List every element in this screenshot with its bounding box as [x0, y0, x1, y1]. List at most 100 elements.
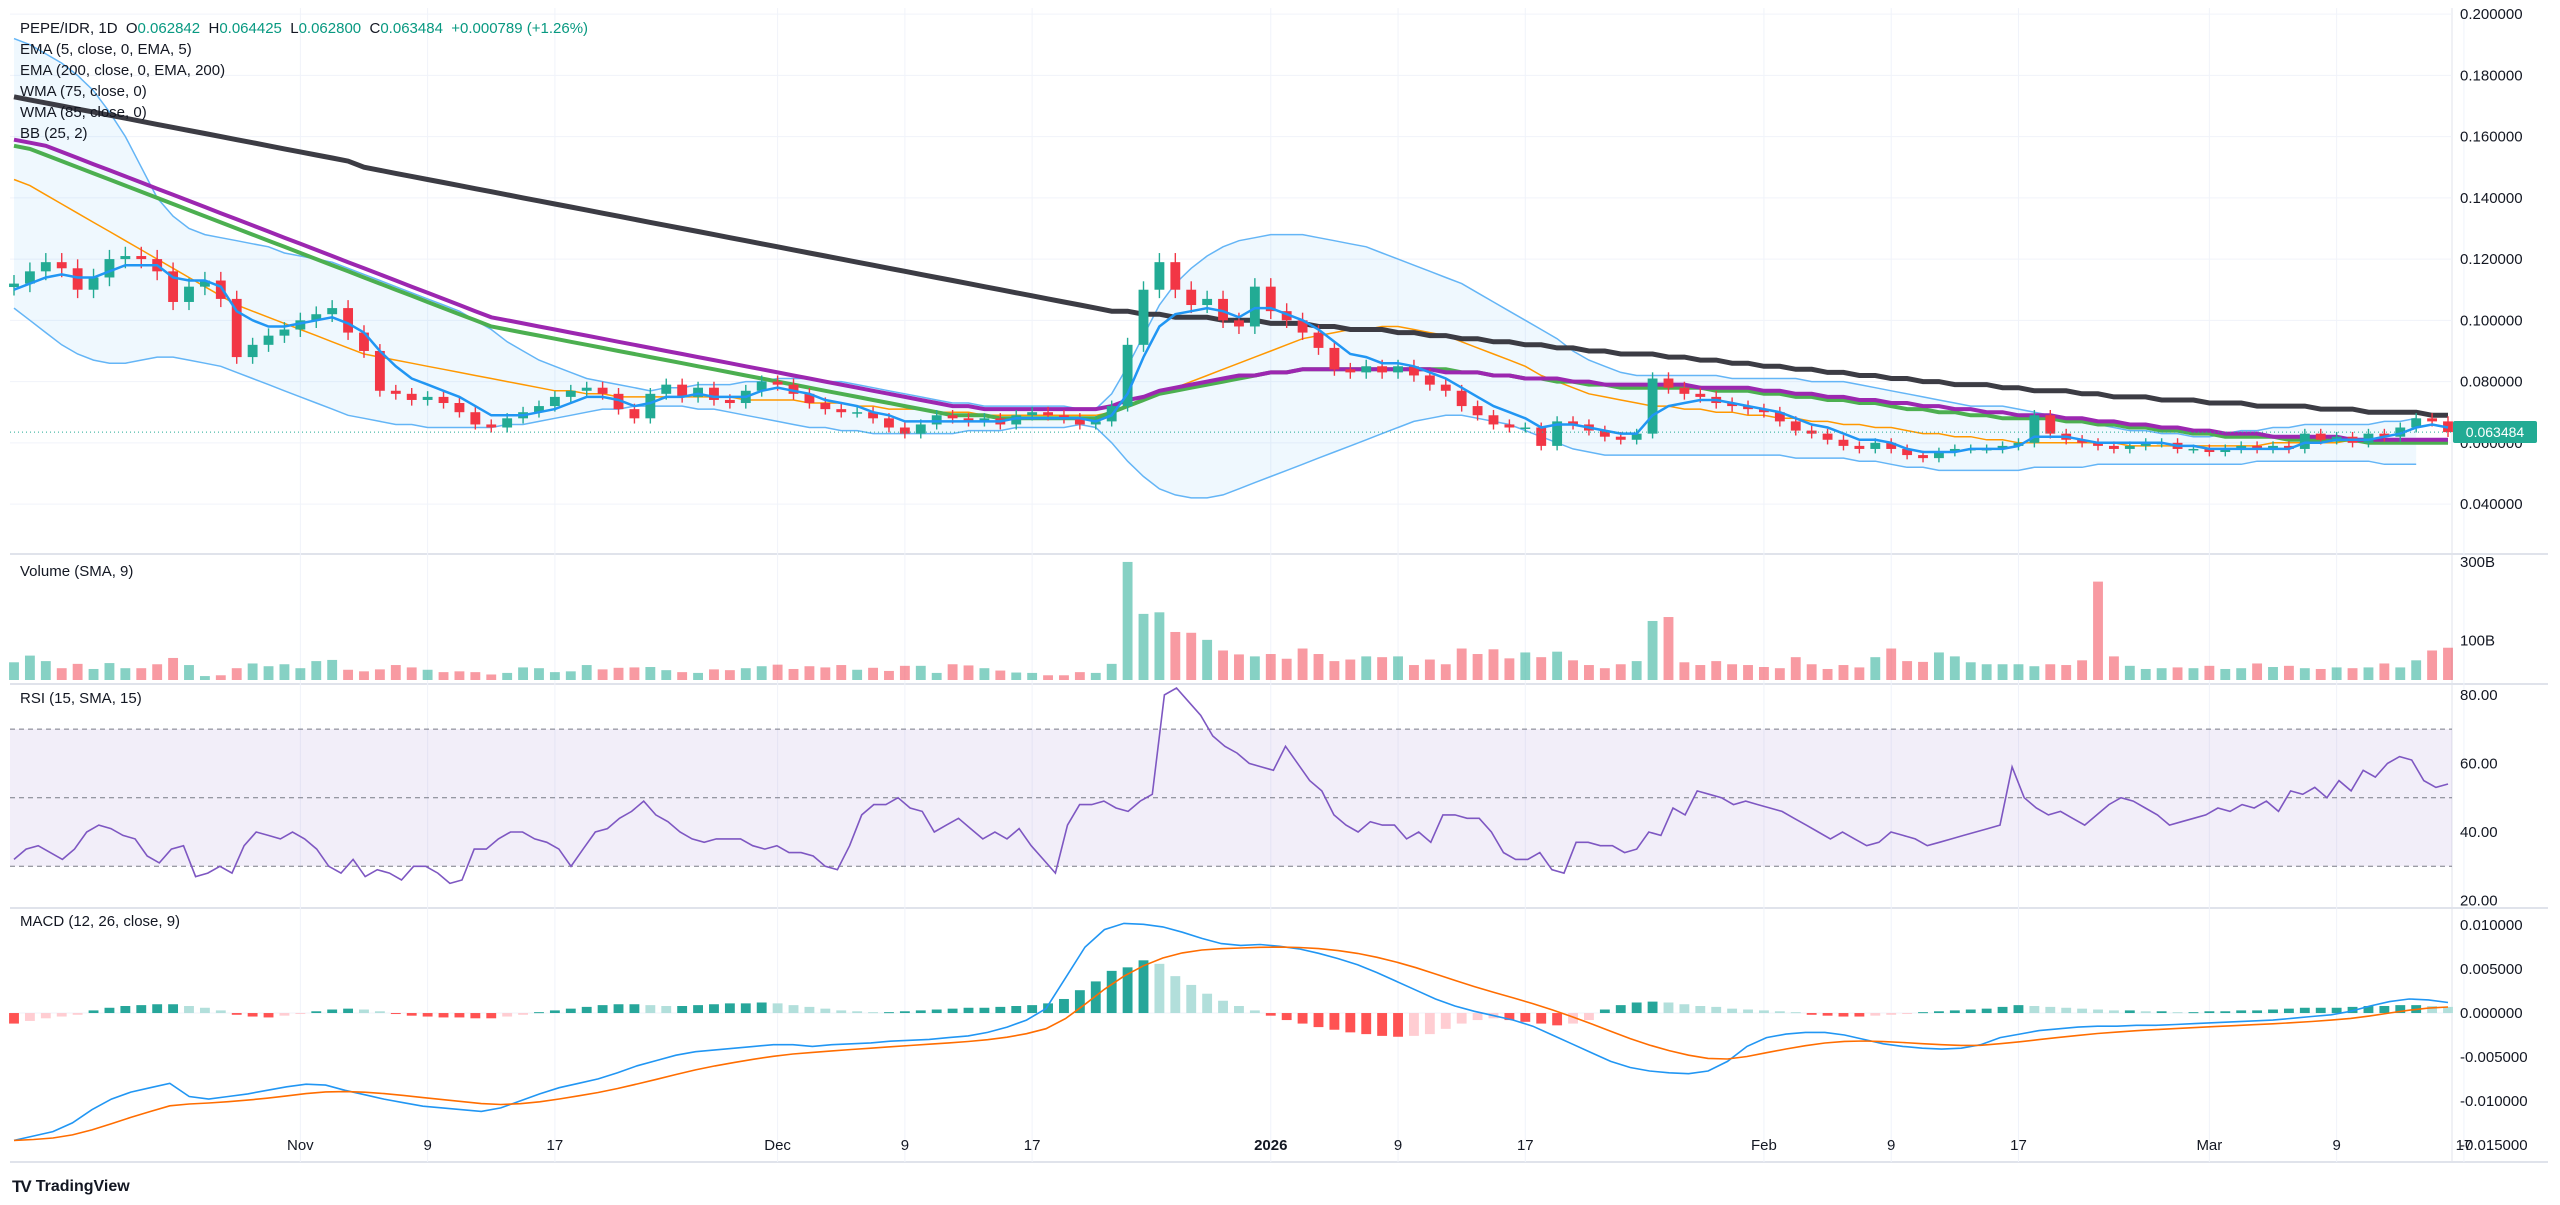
- bb-fill: [14, 38, 2417, 498]
- indicator-bb[interactable]: BB (25, 2): [20, 125, 88, 142]
- candle-body: [2315, 433, 2326, 440]
- macd-hist-bar: [1409, 1013, 1419, 1036]
- volume-bar: [1552, 651, 1563, 680]
- candle-body: [1170, 262, 1181, 290]
- macd-hist-bar: [2077, 1008, 2088, 1014]
- volume-bar: [995, 670, 1006, 680]
- candle: [581, 381, 592, 397]
- candle: [899, 422, 910, 439]
- volume-bar: [756, 666, 767, 680]
- macd-hist-bar: [1027, 1005, 1038, 1014]
- macd-tick-label: 0.010000: [2460, 917, 2523, 934]
- rsi-title[interactable]: RSI (15, SMA, 15): [20, 690, 142, 707]
- volume-bar: [868, 667, 878, 680]
- candle-body: [1265, 286, 1276, 312]
- macd-hist-bar: [2315, 1007, 2326, 1014]
- price-pane[interactable]: [9, 13, 2453, 505]
- macd-tick-label: -0.005000: [2460, 1049, 2528, 1066]
- macd-hist-bar: [565, 1008, 576, 1014]
- macd-tick-label: -0.010000: [2460, 1093, 2528, 1110]
- candle-body: [1456, 390, 1467, 407]
- volume-bar: [2315, 668, 2326, 680]
- macd-hist-bar: [2108, 1010, 2119, 1014]
- indicator-wma75[interactable]: WMA (75, close, 0): [20, 83, 147, 100]
- macd-hist-bar: [1886, 1013, 1897, 1015]
- macd-hist-bar: [1822, 1013, 1833, 1016]
- candle-body: [1409, 366, 1419, 376]
- macd-hist-bar: [2443, 1006, 2453, 1014]
- time-axis[interactable]: Nov917Dec9172026917Feb917Mar917Apr917: [287, 1137, 2560, 1154]
- volume-bar: [2347, 668, 2358, 680]
- candle: [1504, 419, 1515, 433]
- candle-body: [72, 268, 83, 290]
- macd-hist-bar: [1218, 1000, 1228, 1014]
- candle: [2268, 441, 2278, 454]
- macd-hist-bar: [2299, 1007, 2310, 1014]
- volume-bar: [263, 666, 274, 680]
- candle: [534, 400, 544, 418]
- candle-body: [820, 403, 831, 410]
- macd-hist-bar: [470, 1013, 481, 1019]
- indicator-ema200[interactable]: EMA (200, close, 0, EMA, 200): [20, 62, 226, 79]
- volume-bar: [947, 664, 958, 680]
- candle-body: [884, 418, 894, 428]
- macd-hist-bar: [1838, 1013, 1849, 1017]
- candle: [343, 300, 354, 340]
- macd-hist-bar: [1138, 960, 1149, 1014]
- indicator-wma85[interactable]: WMA (85, close, 0): [20, 104, 147, 121]
- indicator-ema5[interactable]: EMA (5, close, 0, EMA, 5): [20, 41, 192, 58]
- candle-body: [629, 409, 640, 419]
- macd-title[interactable]: MACD (12, 26, close, 9): [20, 913, 181, 930]
- symbol-name[interactable]: PEPE/IDR, 1D: [20, 20, 118, 37]
- macd-hist-bar: [1186, 984, 1197, 1014]
- rsi-pane[interactable]: [10, 686, 2452, 885]
- candle: [311, 306, 322, 328]
- volume-title[interactable]: Volume (SMA, 9): [20, 563, 134, 580]
- macd-hist-bar: [1679, 1004, 1690, 1014]
- candle-body: [1218, 298, 1228, 321]
- candle-body: [2268, 445, 2278, 449]
- time-tick-label: 9: [2332, 1137, 2340, 1154]
- candle: [1838, 435, 1849, 451]
- volume-bar: [1727, 664, 1738, 680]
- macd-pane[interactable]: [9, 922, 2453, 1142]
- volume-bar: [1838, 665, 1849, 680]
- volume-bar: [1409, 665, 1419, 680]
- close-label: C: [369, 20, 381, 37]
- candle: [1631, 428, 1642, 445]
- macd-hist-bar: [2013, 1005, 2024, 1014]
- volume-bar: [645, 667, 656, 680]
- candle: [963, 413, 974, 427]
- macd-hist-bar: [1154, 963, 1165, 1014]
- volume-bar: [1329, 661, 1340, 680]
- volume-bar: [1886, 648, 1897, 680]
- volume-pane[interactable]: [9, 561, 2453, 680]
- volume-bar: [1759, 667, 1769, 680]
- candle-body: [1520, 427, 1531, 430]
- volume-bar: [168, 657, 179, 680]
- volume-bar: [1027, 672, 1038, 680]
- candle: [1599, 425, 1610, 442]
- tradingview-brand[interactable]: TV TradingView: [12, 1177, 130, 1197]
- volume-bar: [2299, 668, 2310, 680]
- time-tick-label: 17: [1024, 1137, 1041, 1154]
- candle-body: [247, 344, 258, 358]
- macd-hist-bar: [2093, 1009, 2103, 1014]
- candle: [1822, 428, 1833, 445]
- macd-hist-bar: [1520, 1013, 1531, 1022]
- volume-bar: [2077, 660, 2088, 680]
- macd-hist-bar: [661, 1006, 672, 1014]
- macd-hist-bar: [2379, 1006, 2390, 1014]
- macd-hist-bar: [2220, 1011, 2231, 1014]
- macd-hist-bar: [2061, 1007, 2072, 1014]
- price-tick-label: 0.200000: [2460, 6, 2523, 23]
- candle-body: [2411, 418, 2422, 428]
- macd-hist-bar: [613, 1004, 624, 1014]
- volume-bar: [836, 665, 847, 680]
- time-tick-label: 9: [1887, 1137, 1895, 1154]
- time-tick-label: 9: [901, 1137, 909, 1154]
- volume-bar: [374, 669, 385, 680]
- macd-hist-bar: [502, 1013, 513, 1017]
